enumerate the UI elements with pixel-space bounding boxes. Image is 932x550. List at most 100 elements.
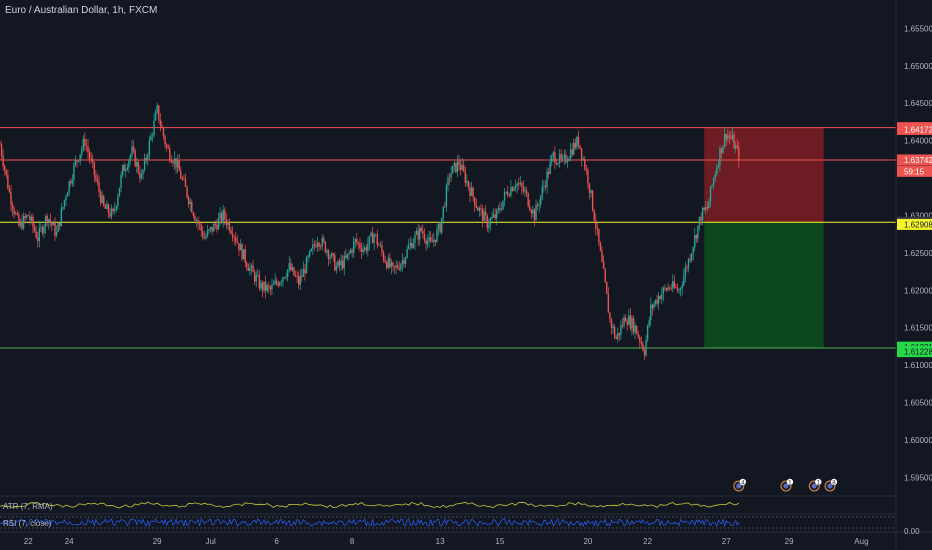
candle-body: [327, 250, 330, 259]
candle-body: [92, 159, 94, 163]
candle-body: [448, 177, 451, 179]
candle-body: [431, 241, 433, 243]
candle-body: [492, 214, 495, 218]
candle-body: [297, 276, 300, 285]
candle-body: [219, 212, 221, 219]
candle-body: [664, 287, 666, 289]
candle-body: [120, 174, 122, 188]
candle-body: [48, 219, 50, 223]
candle-body: [720, 148, 723, 154]
candle-body: [66, 192, 69, 197]
candle-body: [16, 213, 18, 215]
candle-body: [488, 224, 490, 228]
price-label-box: [897, 218, 932, 230]
candle-body: [585, 169, 588, 170]
candle-body: [335, 266, 338, 271]
candle-body: [417, 230, 419, 240]
candle-body: [524, 190, 526, 192]
candle-body: [123, 165, 125, 172]
event-marker-dot: [827, 483, 833, 489]
candle-body: [412, 243, 415, 248]
candle-body: [580, 148, 583, 160]
candle-body: [143, 158, 146, 171]
candle-body: [477, 207, 479, 211]
price-label-box: [897, 154, 932, 166]
candle-body: [505, 191, 507, 193]
candle-body: [387, 257, 389, 268]
candle-body: [172, 162, 174, 164]
candle-body: [307, 256, 309, 258]
candle-body: [723, 134, 726, 146]
candle-body: [214, 223, 217, 225]
candle-body: [434, 239, 437, 242]
event-badge: [739, 478, 747, 486]
candle-body: [568, 158, 570, 161]
candle-body: [687, 259, 690, 269]
candle-body: [247, 267, 250, 271]
candle-body: [118, 187, 121, 197]
candle-body: [596, 228, 599, 230]
candle-body: [178, 160, 180, 171]
candle-body: [389, 257, 391, 267]
candle-body: [690, 253, 693, 261]
candle-body: [705, 207, 707, 210]
rsi-indicator-label[interactable]: RSI (7, close): [3, 519, 52, 528]
event-badge: [786, 478, 794, 486]
price-tick-label: 1.61500: [904, 324, 932, 333]
candle-body: [159, 120, 162, 126]
candle-body: [551, 156, 553, 162]
candle-body: [629, 315, 632, 329]
event-marker-dot: [811, 483, 817, 489]
candle-body: [81, 148, 83, 155]
candle-body: [96, 179, 99, 183]
atr-indicator-label[interactable]: ATR (7, RMA): [3, 502, 53, 511]
candle-body: [565, 154, 567, 163]
price-label-box: [897, 165, 932, 177]
candle-body: [24, 215, 26, 218]
candle-body: [253, 271, 256, 282]
candle-body: [521, 182, 523, 188]
candle-body: [390, 262, 393, 267]
price-tick-label: 1.60000: [904, 436, 932, 445]
candle-body: [93, 162, 96, 176]
candle-body: [577, 136, 580, 146]
candle-body: [678, 289, 680, 291]
candle-body: [299, 275, 301, 285]
candle-body: [541, 186, 544, 196]
candle-body: [588, 183, 591, 194]
candle-body: [533, 209, 536, 221]
candle-body: [472, 187, 474, 198]
candle-body: [26, 215, 28, 218]
candle-body: [635, 325, 638, 334]
candle-body: [657, 296, 660, 304]
candle-body: [15, 213, 17, 215]
candle-body: [352, 241, 355, 253]
candle-body: [224, 209, 226, 220]
candle-body: [252, 265, 254, 272]
candle-body: [599, 242, 602, 252]
candle-body: [0, 144, 1, 146]
candle-body: [689, 259, 691, 261]
candle-body: [305, 257, 308, 274]
candle-body: [313, 244, 316, 246]
candle-body: [263, 281, 265, 291]
candle-body: [552, 152, 555, 157]
candle-body: [338, 260, 341, 266]
candle-body: [706, 207, 709, 209]
price-tick-label: 1.61000: [904, 361, 932, 370]
candle-body: [500, 209, 503, 210]
candle-body: [88, 152, 91, 159]
candle-body: [351, 250, 353, 253]
candle-body: [230, 230, 232, 234]
candle-body: [546, 171, 548, 188]
candle-body: [329, 257, 331, 259]
time-tick-label: 20: [583, 537, 592, 546]
candle-body: [684, 267, 687, 276]
candle-body: [158, 105, 160, 121]
candle-body: [703, 207, 705, 210]
candle-body: [286, 269, 289, 278]
candle-body: [77, 161, 80, 163]
candle-body: [513, 187, 515, 191]
candle-body: [134, 150, 136, 167]
